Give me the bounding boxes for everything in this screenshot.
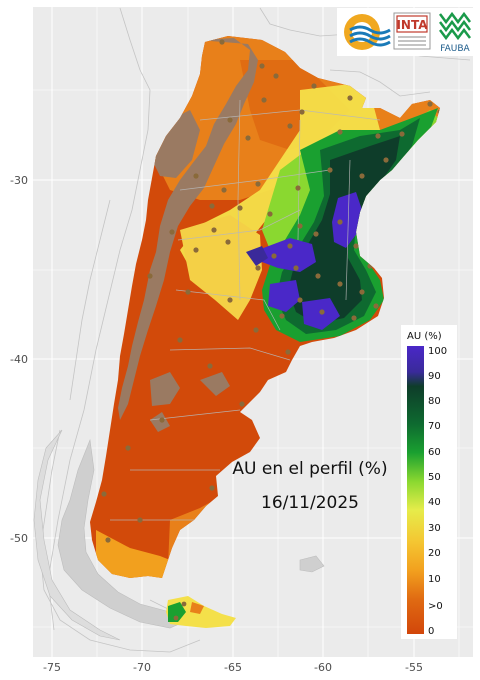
fauba-logo: FAUBA — [439, 11, 471, 54]
islands — [299, 555, 325, 573]
y-tick-label: -40 — [10, 353, 28, 366]
legend-label: 10 — [428, 574, 441, 585]
station-markers — [101, 39, 440, 543]
legend: AU (%) 100 90 80 70 60 50 40 30 20 10 >0… — [401, 325, 457, 639]
x-tick-label: -70 — [133, 661, 151, 674]
inta-logo: INTA — [393, 12, 431, 50]
x-tick-label: -60 — [314, 661, 332, 674]
legend-label: >0 — [428, 601, 443, 612]
fauba-logo-text: FAUBA — [440, 44, 470, 54]
map-date: 16/11/2025 — [261, 493, 359, 513]
x-tick-label: -75 — [43, 661, 61, 674]
legend-label: 60 — [428, 447, 441, 458]
legend-label: 50 — [428, 472, 441, 483]
legend-label: 0 — [428, 626, 434, 637]
map-title: AU en el perfil (%) — [232, 459, 387, 479]
legend-label: 40 — [428, 497, 441, 508]
x-tick-label: -65 — [224, 661, 242, 674]
tierra-del-fuego — [166, 596, 236, 628]
water-institute-logo — [344, 14, 391, 50]
x-axis: -75 -70 -65 -60 -55 — [43, 661, 423, 674]
legend-label: 100 — [428, 346, 447, 357]
x-tick-label: -55 — [405, 661, 423, 674]
legend-title: AU (%) — [407, 331, 442, 342]
legend-label: 20 — [428, 548, 441, 559]
y-axis: -30 -40 -50 — [10, 174, 28, 545]
y-tick-label: -50 — [10, 532, 28, 545]
inta-logo-text: INTA — [396, 18, 428, 32]
legend-label: 80 — [428, 396, 441, 407]
y-tick-label: -30 — [10, 174, 28, 187]
legend-label: 30 — [428, 523, 441, 534]
legend-colorbar — [407, 346, 424, 634]
legend-label: 90 — [428, 371, 441, 382]
legend-label: 70 — [428, 421, 441, 432]
argentina-map — [90, 36, 440, 578]
logos: INTA FAUBA — [337, 8, 474, 56]
